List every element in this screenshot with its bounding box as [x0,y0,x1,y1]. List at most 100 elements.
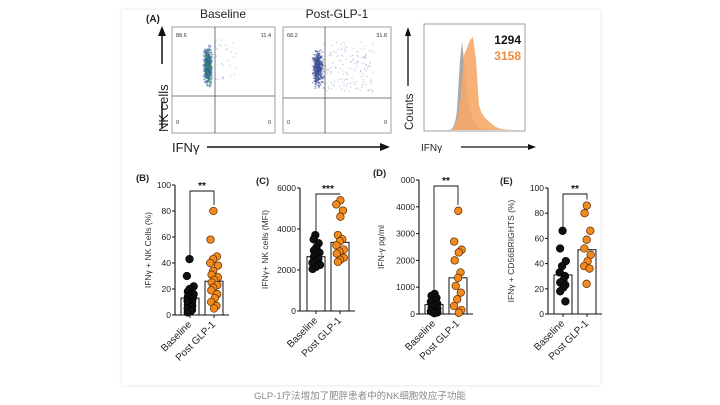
counts-label-bg [401,86,415,130]
y-tick-label: 100 [157,180,171,190]
significance-bracket [433,185,459,290]
y-tick-label: 80 [162,206,172,216]
flow-event-dot [210,77,213,80]
significance-bracket [315,193,341,232]
flow-event-dot [353,62,356,64]
flow-event-dot [204,48,207,51]
flow-event-dot [328,87,330,90]
nk-cells-axis: NK cells [155,26,171,132]
flow-event-dot [205,73,208,75]
flow-event-dot [345,49,347,51]
flow-event-dot [315,77,318,79]
flow-event-dot [312,60,315,62]
flow-event-dot [203,62,206,64]
flow-event-dot [338,78,340,81]
flow-event-dot [220,63,223,65]
flow-event-dot [312,58,315,61]
panel-label: (B) [136,173,149,184]
flow-event-dot [205,62,207,65]
flow-event-dot [215,55,218,57]
flow-event-dot [208,64,211,66]
ifng-label: IFNγ [172,140,200,155]
flow-event-dot [218,44,220,46]
flow-event-dot [342,63,344,66]
data-point-baseline [556,287,565,296]
flow-event-dot [360,41,363,43]
flow-event-dot [365,63,367,66]
flow-event-dot [316,84,318,87]
histogram-post-curve [450,37,520,130]
flow-event-dot [205,57,208,59]
flow-event-dot [345,71,347,73]
flow-event-dot [356,50,358,53]
flow-event-dot [356,60,358,62]
flow-event-dot [356,65,358,68]
data-point-post-glp1 [206,258,215,268]
flow-event-dot [355,81,357,83]
flow-event-dot [364,56,367,59]
flow-event-dot [210,67,213,70]
flow-plot-title: Baseline [200,7,246,21]
flow-event-dot [224,44,227,46]
data-point-post-glp1 [585,264,594,273]
flow-event-dot [322,64,324,67]
flow-event-dot [221,39,223,41]
flow-event-dot [335,66,337,68]
y-tick-label: 2000 [396,255,415,265]
flow-event-dot [314,59,317,61]
flow-event-dot [206,65,208,68]
data-point-baseline [555,244,565,253]
flow-event-dot [210,78,213,81]
y-tick-label: 6000 [277,183,296,193]
y-tick-label: 20 [162,284,172,294]
flow-event-dot [322,43,324,45]
flow-event-dot [321,61,324,64]
y-tick-label: 3000 [396,229,415,239]
flow-event-dot [229,64,231,67]
flow-event-dot [369,89,371,91]
flow-event-dot [322,69,324,71]
data-point-post-glp1 [450,256,459,265]
flow-event-dot [360,48,363,50]
flow-event-dot [209,49,212,52]
flow-event-dot [361,84,364,86]
flow-event-dot [208,57,211,60]
flow-event-dot [316,71,319,74]
data-point-baseline [308,264,317,274]
flow-event-dot [318,50,321,53]
counts-label: Counts [404,93,416,130]
panel-e-chart: (E)IFNγ + CD56BRIGHTS (%)020406080100Bas… [500,176,602,363]
flow-event-dot [314,85,317,88]
flow-event-dot [355,63,357,65]
flow-event-dot [317,59,319,62]
nk-cells-label-bg [155,64,169,102]
flow-event-dot [337,71,340,73]
panel-label: (D) [373,168,386,179]
data-point-post-glp1 [206,235,215,244]
flow-event-dot [314,49,317,52]
flow-event-dot [345,58,347,60]
flow-event-dot [316,56,318,59]
data-point-baseline [430,309,439,318]
flow-event-dot [311,65,314,68]
flow-event-dot [318,59,321,62]
data-point-post-glp1 [213,261,223,270]
flow-event-dot [204,70,207,73]
flow-event-dot [321,51,324,53]
quadrant-upper-left: 68.2 [287,33,298,39]
flow-event-dot [362,62,364,65]
flow-event-dot [209,72,212,75]
flow-event-dot [315,75,317,77]
flow-event-dot [373,51,375,53]
flow-event-dot [220,44,222,47]
flow-event-dot [357,87,359,89]
flow-event-dot [366,75,368,77]
quadrant-lower-right: 0 [384,120,387,126]
flow-event-dot [203,59,206,62]
flow-event-dot [362,79,364,81]
flow-plot-baseline: Baseline 88.6 11.4 0 0 [171,7,276,134]
flow-event-dot [217,78,220,81]
data-point-post-glp1 [582,235,591,244]
flow-event-dot [221,78,223,80]
flow-event-dot [314,71,317,74]
